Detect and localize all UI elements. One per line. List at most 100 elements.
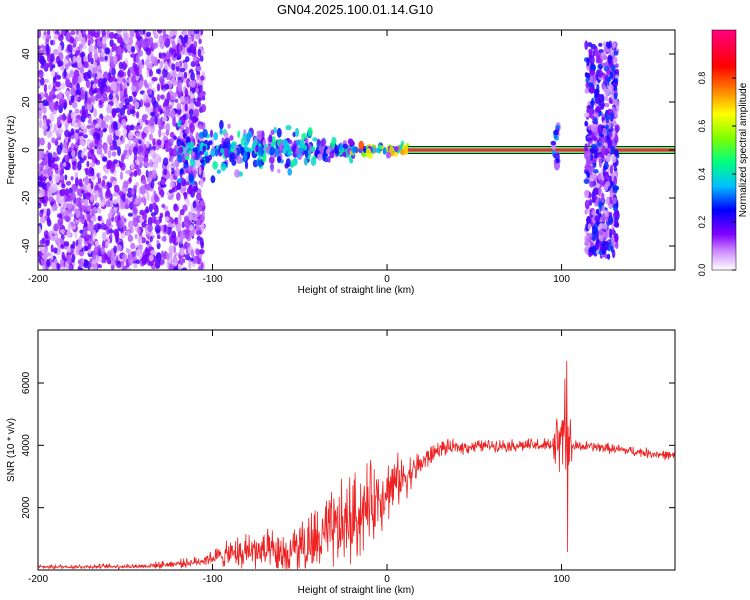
heatmap-cell: [72, 163, 77, 171]
heatmap-cell: [88, 222, 94, 232]
heatmap-cell: [77, 120, 82, 128]
heatmap-cell: [195, 220, 201, 226]
heatmap-cell: [70, 86, 76, 96]
heatmap-cell: [590, 74, 596, 84]
heatmap-cell: [150, 212, 157, 217]
heatmap-cell: [166, 141, 172, 151]
heatmap-cell: [195, 100, 202, 108]
heatmap-cell: [70, 176, 74, 181]
spectrogram-xtick-label: -200: [28, 274, 48, 285]
heatmap-cell: [594, 200, 600, 207]
heatmap-cell: [589, 63, 596, 72]
heatmap-cell: [96, 40, 103, 48]
heatmap-cell: [38, 225, 42, 235]
heatmap-cell: [148, 170, 153, 176]
heatmap-cell: [131, 75, 137, 84]
heatmap-cell: [135, 66, 141, 77]
heatmap-cell: [129, 30, 135, 38]
heatmap-cell: [608, 84, 614, 92]
heatmap-cell: [106, 225, 110, 235]
heatmap-cell: [179, 67, 186, 73]
spectrogram-ylabel: Frequency (Hz): [6, 116, 17, 185]
heatmap-cell: [47, 167, 53, 177]
heatmap-cell: [165, 122, 171, 133]
heatmap-cell: [56, 263, 60, 270]
heatmap-cell: [200, 223, 205, 232]
heatmap-cell: [38, 109, 43, 120]
heatmap-cell: [74, 133, 79, 141]
heatmap-cell: [67, 203, 73, 210]
heatmap-cell: [60, 82, 66, 90]
heatmap-cell: [38, 176, 43, 181]
heatmap-cell: [75, 50, 81, 56]
heatmap-cell: [52, 151, 57, 157]
heatmap-cell: [277, 156, 281, 164]
heatmap-cell: [176, 192, 181, 201]
heatmap-cell: [596, 208, 600, 215]
heatmap-cell: [101, 259, 107, 264]
heatmap-cell: [129, 67, 134, 75]
spectrogram-xtick-label: 0: [384, 274, 390, 285]
heatmap-cell: [84, 175, 89, 186]
heatmap-cell: [132, 137, 138, 144]
heatmap-cell: [78, 258, 84, 268]
heatmap-cell: [604, 142, 608, 149]
heatmap-cell: [72, 101, 78, 109]
heatmap-cell: [196, 162, 201, 167]
heatmap-cell: [598, 229, 605, 236]
heatmap-cell: [135, 111, 140, 119]
heatmap-cell: [173, 267, 179, 270]
heatmap-cell: [591, 210, 596, 216]
heatmap-cell: [270, 162, 275, 172]
heatmap-cell: [86, 205, 92, 212]
heatmap-cell: [67, 137, 71, 143]
heatmap-cell: [171, 70, 177, 78]
heatmap-cell: [78, 32, 83, 41]
heatmap-cell: [196, 209, 201, 218]
heatmap-cell: [132, 62, 136, 68]
heatmap-cell: [167, 195, 174, 200]
heatmap-cell: [72, 43, 77, 48]
heatmap-cell: [586, 215, 591, 224]
heatmap-cell: [179, 168, 184, 175]
heatmap-cell: [156, 239, 160, 245]
heatmap-cell: [185, 159, 189, 165]
heatmap-cell: [61, 188, 67, 196]
heatmap-cell: [68, 113, 72, 124]
heatmap-cell: [205, 157, 211, 164]
heatmap-cell: [86, 124, 91, 129]
heatmap-cell: [169, 180, 176, 188]
heatmap-cell: [100, 225, 106, 230]
heatmap-cell: [39, 188, 45, 197]
heatmap-cell: [555, 157, 560, 164]
heatmap-cell: [202, 128, 208, 138]
heatmap-cell: [145, 140, 150, 148]
heatmap-cell: [188, 259, 192, 270]
heatmap-cell: [61, 30, 66, 35]
snr-xtick-label: -100: [203, 574, 223, 585]
heatmap-cell: [66, 73, 71, 80]
heatmap-cell: [46, 54, 51, 63]
heatmap-cell: [184, 155, 190, 161]
heatmap-cell: [593, 81, 597, 86]
heatmap-cell: [182, 102, 186, 113]
heatmap-cell: [174, 218, 179, 225]
heatmap-cell: [244, 160, 249, 170]
heatmap-cell: [179, 209, 185, 216]
heatmap-cell: [144, 148, 149, 158]
heatmap-cell: [184, 34, 188, 44]
heatmap-cell: [161, 203, 166, 209]
heatmap-cell: [603, 46, 609, 53]
heatmap-cell: [63, 101, 67, 110]
heatmap-cell: [57, 44, 62, 53]
heatmap-cell: [59, 229, 65, 234]
heatmap-cell: [175, 222, 182, 232]
heatmap-cell: [169, 164, 175, 169]
heatmap-cell: [123, 265, 127, 270]
heatmap-cell: [594, 88, 599, 98]
heatmap-cell: [192, 213, 198, 222]
heatmap-cell: [162, 135, 168, 141]
heatmap-cell: [80, 214, 85, 220]
heatmap-cell: [152, 138, 156, 146]
heatmap-cell: [80, 37, 86, 46]
